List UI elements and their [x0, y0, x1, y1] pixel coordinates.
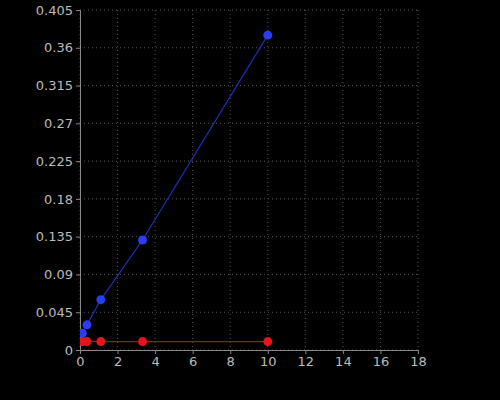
marker — [96, 337, 105, 346]
tick: 14 — [335, 350, 352, 369]
marker — [138, 236, 147, 245]
axis-line — [76, 11, 81, 351]
tick-label: 8 — [227, 354, 235, 369]
tick-label: 0.27 — [44, 116, 73, 131]
series — [80, 337, 272, 346]
tick: 0 — [76, 350, 84, 369]
tick-label: 18 — [410, 354, 427, 369]
tick-label: 2 — [114, 354, 122, 369]
series — [80, 31, 272, 338]
plot: 02468101214161800.0450.090.1350.180.2250… — [36, 3, 427, 370]
tick-mark — [76, 350, 80, 351]
tick-mark — [76, 123, 80, 124]
grid-line-x — [342, 10, 343, 350]
tick-mark — [76, 86, 80, 87]
grid-line-y — [80, 274, 418, 275]
tick: 0 — [65, 343, 80, 358]
tick: 0.27 — [44, 116, 80, 131]
tick-label: 10 — [260, 354, 277, 369]
tick-mark — [76, 161, 80, 162]
grid — [80, 10, 418, 350]
tick-mark — [76, 274, 80, 275]
tick-mark — [76, 199, 80, 200]
grid-line-x — [117, 10, 118, 350]
data-area — [80, 31, 272, 346]
grid-line-x — [380, 10, 381, 350]
grid-line-x — [230, 10, 231, 350]
tick: 16 — [373, 350, 390, 369]
chart: 02468101214161800.0450.090.1350.180.2250… — [0, 0, 500, 400]
tick: 0.18 — [44, 192, 80, 207]
grid-line-x — [418, 10, 419, 350]
x-axis: 0 2 4 6 8 10 12 14 16 18 — [76, 350, 426, 369]
tick: 0.045 — [36, 305, 80, 320]
tick-label: 0 — [76, 354, 84, 369]
tick: 10 — [260, 350, 277, 369]
tick-label: 0.18 — [44, 192, 73, 207]
grid-line-y — [80, 236, 418, 237]
tick: 18 — [410, 350, 427, 369]
grid-line-x — [155, 10, 156, 350]
tick-mark — [76, 237, 80, 238]
grid-line-y — [80, 123, 418, 124]
tick: 0.225 — [36, 154, 80, 169]
tick: 12 — [298, 350, 315, 369]
tick-label: 0.225 — [36, 154, 73, 169]
grid-line-y — [80, 161, 418, 162]
tick: 2 — [114, 350, 122, 369]
tick-mark — [76, 312, 80, 313]
line — [82, 341, 267, 342]
marker — [80, 329, 87, 338]
grid-line-x — [192, 10, 193, 350]
grid-line-x — [267, 10, 268, 350]
line — [82, 35, 267, 333]
tick-mark — [76, 10, 80, 11]
axis-line — [81, 351, 419, 355]
marker — [138, 337, 147, 346]
grid-line-y — [80, 198, 418, 199]
tick-label: 0.045 — [36, 305, 73, 320]
tick-label: 0.09 — [44, 267, 73, 282]
tick-label: 14 — [335, 354, 352, 369]
grid-line-y — [80, 312, 418, 313]
grid-line-x — [305, 10, 306, 350]
tick: 0.135 — [36, 229, 80, 244]
tick-label: 12 — [298, 354, 315, 369]
tick-label: 0.135 — [36, 229, 73, 244]
marker — [263, 337, 272, 346]
tick: 0.315 — [36, 78, 80, 93]
tick: 6 — [189, 350, 197, 369]
marker — [82, 320, 91, 329]
tick-label: 0.315 — [36, 78, 73, 93]
grid-line-y — [80, 85, 418, 86]
tick: 8 — [227, 350, 235, 369]
marker — [263, 31, 272, 40]
tick-label: 16 — [373, 354, 390, 369]
tick: 0.36 — [44, 40, 80, 55]
tick: 4 — [151, 350, 159, 369]
grid-line-y — [80, 47, 418, 48]
tick-label: 6 — [189, 354, 197, 369]
background — [0, 0, 500, 400]
marker — [82, 337, 91, 346]
marker — [96, 295, 105, 304]
y-axis: 0 0.045 0.09 0.135 0.18 0.225 0.27 0.315 0.36 0.4… — [36, 3, 81, 358]
tick: 0.09 — [44, 267, 80, 282]
grid-line-y — [80, 10, 418, 11]
tick-mark — [76, 48, 80, 49]
tick: 0.405 — [36, 3, 80, 18]
tick-label: 4 — [151, 354, 159, 369]
tick-label: 0.36 — [44, 40, 73, 55]
tick-label: 0 — [65, 343, 73, 358]
tick-label: 0.405 — [36, 3, 73, 18]
